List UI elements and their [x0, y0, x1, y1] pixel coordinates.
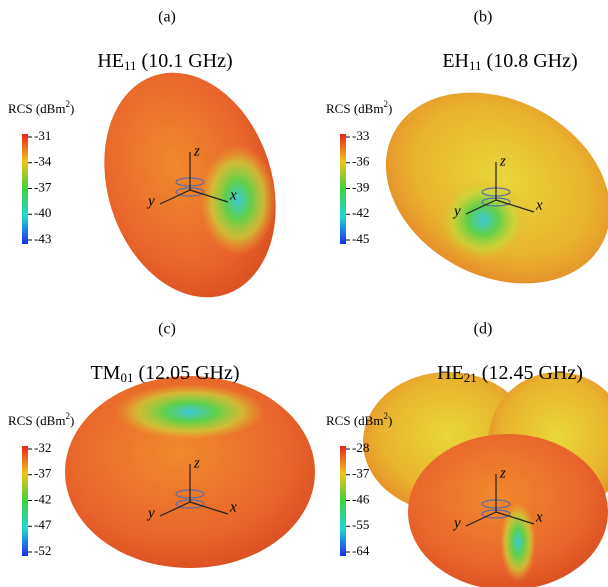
- colorbar-title: RCS (dBm2): [8, 99, 74, 116]
- panel-title: HE11 (10.1 GHz): [97, 50, 232, 73]
- axis-label: z: [193, 143, 200, 159]
- colorbar-tick-label: -37: [352, 466, 370, 481]
- axis-x: [189, 501, 229, 515]
- mode: EH: [442, 50, 469, 72]
- cb-title: RCS (dBm: [326, 413, 383, 428]
- panel: (a) HE11 (10.1 GHz) RCS (dBm2) -31 -34 -37 -40 -…: [8, 9, 276, 298]
- colorbar-tick-label: -36: [352, 154, 370, 169]
- colorbar-title: RCS (dBm2): [326, 99, 392, 116]
- axes-triad: [465, 162, 535, 215]
- panel-label: (d): [474, 321, 493, 338]
- axis-label: x: [229, 187, 237, 203]
- freq: (12.45 GHz): [482, 362, 583, 384]
- axis-label: z: [193, 455, 200, 471]
- axis-label: x: [535, 197, 543, 213]
- axis-label: z: [499, 153, 506, 169]
- mode-sub: 11: [469, 58, 482, 73]
- axis-x: [495, 199, 535, 213]
- axes-triad: [159, 152, 229, 205]
- axis-x: [495, 511, 535, 525]
- cb-sup: 2: [383, 411, 388, 421]
- colorbar-tick-label: -40: [34, 205, 51, 220]
- colorbar-tick-label: -28: [352, 440, 369, 455]
- colorbar-tick-label: -37: [34, 179, 52, 194]
- colorbar-tick-label: -47: [34, 517, 52, 532]
- axis-label: x: [229, 499, 237, 515]
- axis-label: y: [452, 203, 461, 219]
- colorbar-title: RCS (dBm2): [326, 411, 392, 428]
- panel: (d) HE21 (12.45 GHz) RCS (dBm2) -28 -37 -46 -55…: [326, 321, 608, 587]
- mode-sub: 11: [124, 58, 137, 73]
- cb-sup: 2: [65, 99, 70, 109]
- cb-sup: 2: [65, 411, 70, 421]
- mode: HE: [97, 50, 124, 72]
- panel: (c) TM01 (12.05 GHz) RCS (dBm2) -32 -37 -42 -47…: [8, 321, 315, 568]
- colorbar: [340, 134, 346, 244]
- cb-close: ): [388, 413, 392, 428]
- panel-title: EH11 (10.8 GHz): [442, 50, 577, 73]
- mode: HE: [437, 362, 464, 384]
- colorbar-title: RCS (dBm2): [8, 411, 74, 428]
- freq: (12.05 GHz): [138, 362, 239, 384]
- colorbar-tick-label: -43: [34, 231, 51, 246]
- cb-close: ): [70, 101, 74, 116]
- colorbar-tick-label: -32: [34, 440, 51, 455]
- colorbar: [340, 446, 346, 556]
- axes-triad: [465, 474, 535, 527]
- axis-label: x: [535, 509, 543, 525]
- colorbar-tick-label: -31: [34, 128, 51, 143]
- colorbar-tick-label: -34: [34, 154, 52, 169]
- colorbar-tick-label: -55: [352, 517, 369, 532]
- axis-label: y: [452, 515, 461, 531]
- shape: [385, 92, 608, 284]
- colorbar: [22, 134, 28, 244]
- panel-label: (a): [158, 9, 176, 26]
- colorbar-tick-label: -42: [352, 205, 369, 220]
- panel-title: TM01 (12.05 GHz): [90, 362, 239, 385]
- cb-sup: 2: [383, 99, 388, 109]
- panel-label: (c): [158, 321, 176, 338]
- colorbar: [22, 446, 28, 556]
- axis-label: y: [146, 505, 155, 521]
- cb-close: ): [70, 413, 74, 428]
- colorbar-tick-label: -37: [34, 466, 52, 481]
- axis-y: [465, 199, 497, 215]
- axis-y: [159, 189, 191, 205]
- mode-sub: 01: [120, 370, 133, 385]
- axis-y: [159, 501, 191, 517]
- colorbar-tick-label: -45: [352, 231, 369, 246]
- cb-title: RCS (dBm: [8, 413, 65, 428]
- pattern-null: [500, 502, 536, 582]
- panel-label: (b): [474, 9, 493, 26]
- pattern-null: [200, 145, 276, 255]
- cb-title: RCS (dBm: [326, 101, 383, 116]
- axis-y: [465, 511, 497, 527]
- mode-sub: 21: [464, 370, 477, 385]
- mode: TM: [90, 362, 120, 384]
- axis-label: y: [146, 193, 155, 209]
- colorbar-tick-label: -39: [352, 179, 369, 194]
- panel-title: HE21 (12.45 GHz): [437, 362, 583, 385]
- colorbar-tick-label: -42: [34, 491, 51, 506]
- pattern-null: [115, 384, 265, 440]
- axes-triad: [159, 464, 229, 517]
- colorbar-tick-label: -64: [352, 543, 370, 558]
- colorbar-tick-label: -46: [352, 491, 370, 506]
- shape: [363, 372, 608, 587]
- axis-label: z: [499, 465, 506, 481]
- colorbar-tick-label: -33: [352, 128, 369, 143]
- panel: (b) EH11 (10.8 GHz) RCS (dBm2) -33 -36 -39 -42 -…: [326, 9, 608, 284]
- freq: (10.8 GHz): [487, 50, 578, 72]
- axis-x: [189, 189, 229, 203]
- freq: (10.1 GHz): [142, 50, 233, 72]
- cb-close: ): [388, 101, 392, 116]
- cb-title: RCS (dBm: [8, 101, 65, 116]
- colorbar-tick-label: -52: [34, 543, 51, 558]
